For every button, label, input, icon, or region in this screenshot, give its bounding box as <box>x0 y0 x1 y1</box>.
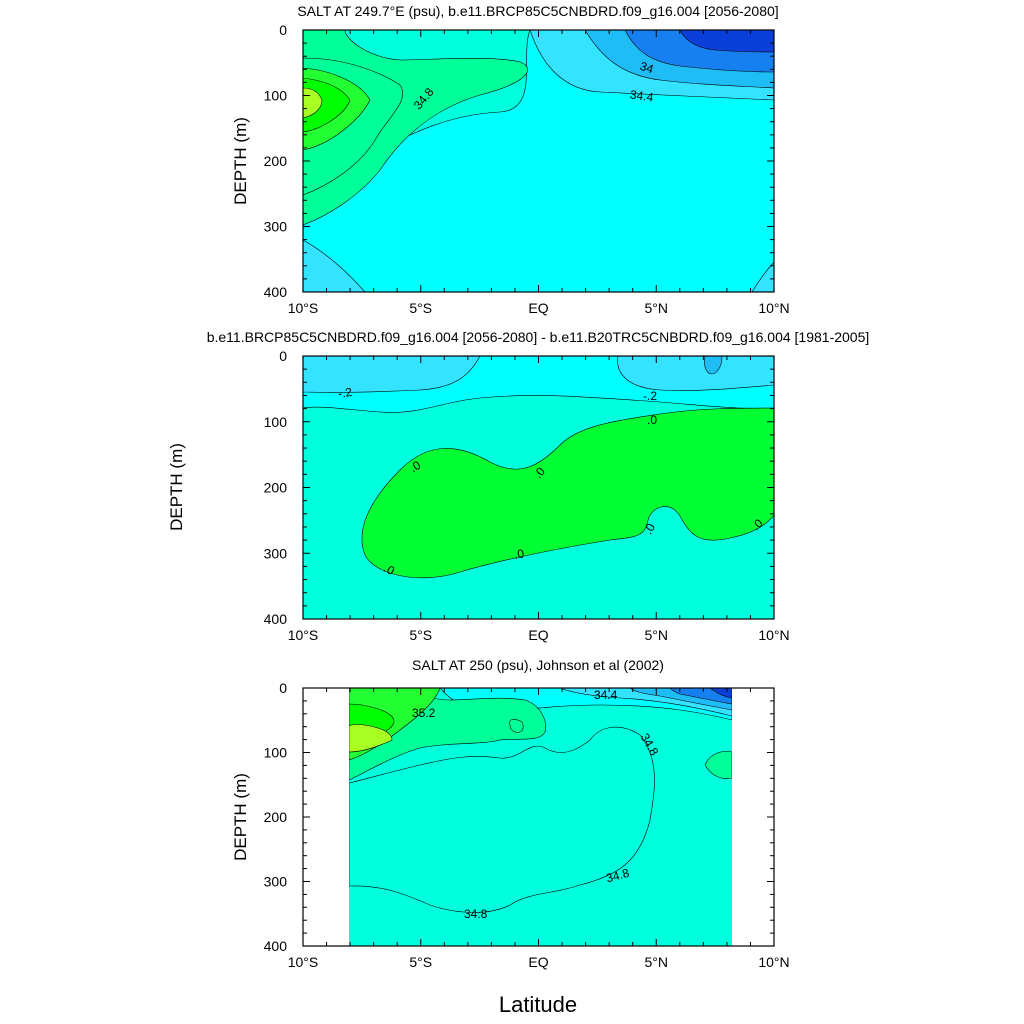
panel-3-contours <box>349 688 732 946</box>
y-tick-label: 200 <box>264 480 288 496</box>
x-tick-label: 5°N <box>645 954 669 970</box>
panel-1-contours <box>303 30 774 292</box>
x-tick-label: 5°S <box>409 627 432 643</box>
panel-3-axes: 10°S 5°S EQ 5°N 10°N 0 100 200 300 400 <box>264 680 790 970</box>
y-tick-label: 400 <box>264 938 288 954</box>
y-tick-label: 300 <box>264 545 288 561</box>
y-tick-label: 0 <box>279 348 287 364</box>
panel-2-contours <box>303 356 774 619</box>
p3-contour-label-34-8-c: 34.8 <box>464 907 488 921</box>
p3-contour-label-35-2: 35.2 <box>412 706 436 720</box>
p3-fill-3580 <box>349 724 393 753</box>
panel-2-contour-labels: -.2 -.2 .0 .0 .0 .0 .0 .0 .0 <box>337 385 766 578</box>
p2-contour-label-zero-6: .0 <box>513 546 526 562</box>
y-tick-label: 200 <box>264 809 288 825</box>
panel-1-axes: 10°S 5°S EQ 5°N 10°N 0 100 200 300 400 <box>264 22 790 316</box>
p1-fill-fresh-3436 <box>679 30 774 53</box>
panel-1-title: SALT AT 249.7°E (psu), b.e11.BRCP85C5CNB… <box>297 3 778 19</box>
y-tick-label: 100 <box>264 414 288 430</box>
y-tick-label: 300 <box>264 219 288 235</box>
x-tick-label: 5°N <box>645 300 669 316</box>
panel-2-title: b.e11.BRCP85C5CNBDRD.f09_g16.004 [2056-2… <box>207 329 870 345</box>
panel-1-ylabel: DEPTH (m) <box>231 117 250 205</box>
y-tick-label: 300 <box>264 874 288 890</box>
panel-2: b.e11.BRCP85C5CNBDRD.f09_g16.004 [2056-2… <box>167 329 869 643</box>
y-tick-label: 100 <box>264 88 288 104</box>
x-tick-label: EQ <box>528 954 548 970</box>
x-tick-label: 10°S <box>288 954 319 970</box>
p3-contour-label-34-4: 34.4 <box>594 688 618 702</box>
panel-3-ylabel: DEPTH (m) <box>231 773 250 861</box>
p3-fill-3480-inner <box>349 726 655 913</box>
p3-contour-label-34-8-b: 34.8 <box>605 866 631 886</box>
p1-contour-label-34-4: 34.4 <box>629 87 654 104</box>
y-tick-label: 400 <box>264 284 288 300</box>
p2-contour-label-neg2-left: -.2 <box>337 385 353 401</box>
x-tick-label: 10°S <box>288 300 319 316</box>
p2-contour-label-zero-1: .0 <box>647 413 657 427</box>
y-tick-label: 400 <box>264 611 288 627</box>
x-tick-label: 10°S <box>288 627 319 643</box>
x-axis-label: Latitude <box>499 992 577 1017</box>
p2-contour-label-neg2-right: -.2 <box>643 389 657 403</box>
p2-fill-pos <box>361 407 774 579</box>
y-tick-label: 0 <box>279 680 287 696</box>
p2-fill-neg3 <box>704 356 723 375</box>
x-tick-label: 10°N <box>758 627 789 643</box>
panel-2-axes: 10°S 5°S EQ 5°N 10°N 0 100 200 300 400 <box>264 348 790 643</box>
x-tick-label: 5°N <box>645 627 669 643</box>
panel-2-ylabel: DEPTH (m) <box>167 443 186 531</box>
x-tick-label: 10°N <box>758 954 789 970</box>
x-tick-label: EQ <box>528 300 548 316</box>
p3-fill-small-blob <box>509 719 524 733</box>
p2-fill-neg2-right <box>617 356 774 391</box>
x-tick-label: 5°S <box>409 300 432 316</box>
y-tick-label: 0 <box>279 22 287 38</box>
panel-3-title: SALT AT 250 (psu), Johnson et al (2002) <box>412 657 664 673</box>
x-tick-label: EQ <box>528 627 548 643</box>
p3-fill-right-blob <box>704 751 732 779</box>
panel-3: SALT AT 250 (psu), Johnson et al (2002) … <box>231 657 790 970</box>
y-tick-label: 100 <box>264 745 288 761</box>
panel-1: SALT AT 249.7°E (psu), b.e11.BRCP85C5CNB… <box>231 3 790 316</box>
x-tick-label: 5°S <box>409 954 432 970</box>
y-tick-label: 200 <box>264 153 288 169</box>
p2-fill-neg2-left <box>303 356 481 393</box>
x-tick-label: 10°N <box>758 300 789 316</box>
p1-contour-label-34: 34 <box>638 59 655 77</box>
